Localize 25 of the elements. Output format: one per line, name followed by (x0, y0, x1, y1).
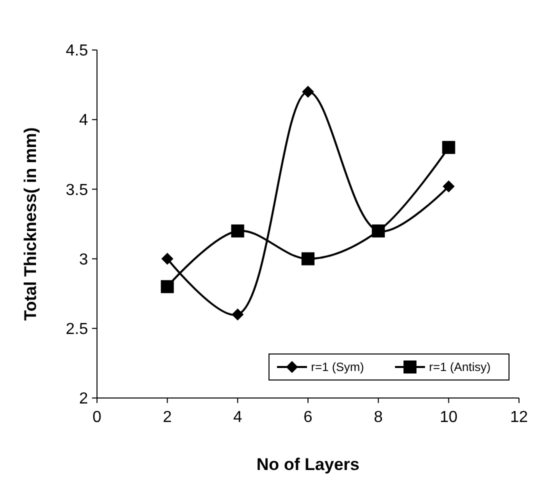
x-tick-label: 6 (304, 409, 313, 426)
x-tick-label: 12 (510, 409, 528, 426)
legend-label: r=1 (Antisy) (429, 360, 491, 374)
y-tick-label: 2.5 (66, 321, 88, 338)
x-axis-title: No of Layers (256, 455, 360, 474)
point (442, 140, 456, 154)
point (442, 180, 455, 192)
y-tick-label: 4.5 (66, 42, 88, 60)
x-tick-label: 0 (92, 409, 102, 426)
y-tick-label: 3 (79, 251, 88, 268)
point (160, 280, 174, 294)
x-tick-label: 4 (233, 409, 242, 426)
x-tick-label: 8 (374, 409, 383, 426)
x-tick-label: 10 (440, 409, 458, 426)
point (302, 252, 314, 266)
y-tick-label: 2 (79, 390, 88, 408)
y-tick-label: 3.5 (66, 182, 88, 199)
point (302, 86, 314, 98)
point (231, 224, 244, 238)
point (232, 308, 244, 320)
y-tick-label: 4 (79, 112, 88, 130)
point (161, 252, 174, 265)
x-tick-label: 2 (162, 409, 172, 426)
y-axis-title: Total Thickness( in mm) (21, 127, 40, 321)
legend-label: r=1 (Sym) (311, 360, 364, 374)
